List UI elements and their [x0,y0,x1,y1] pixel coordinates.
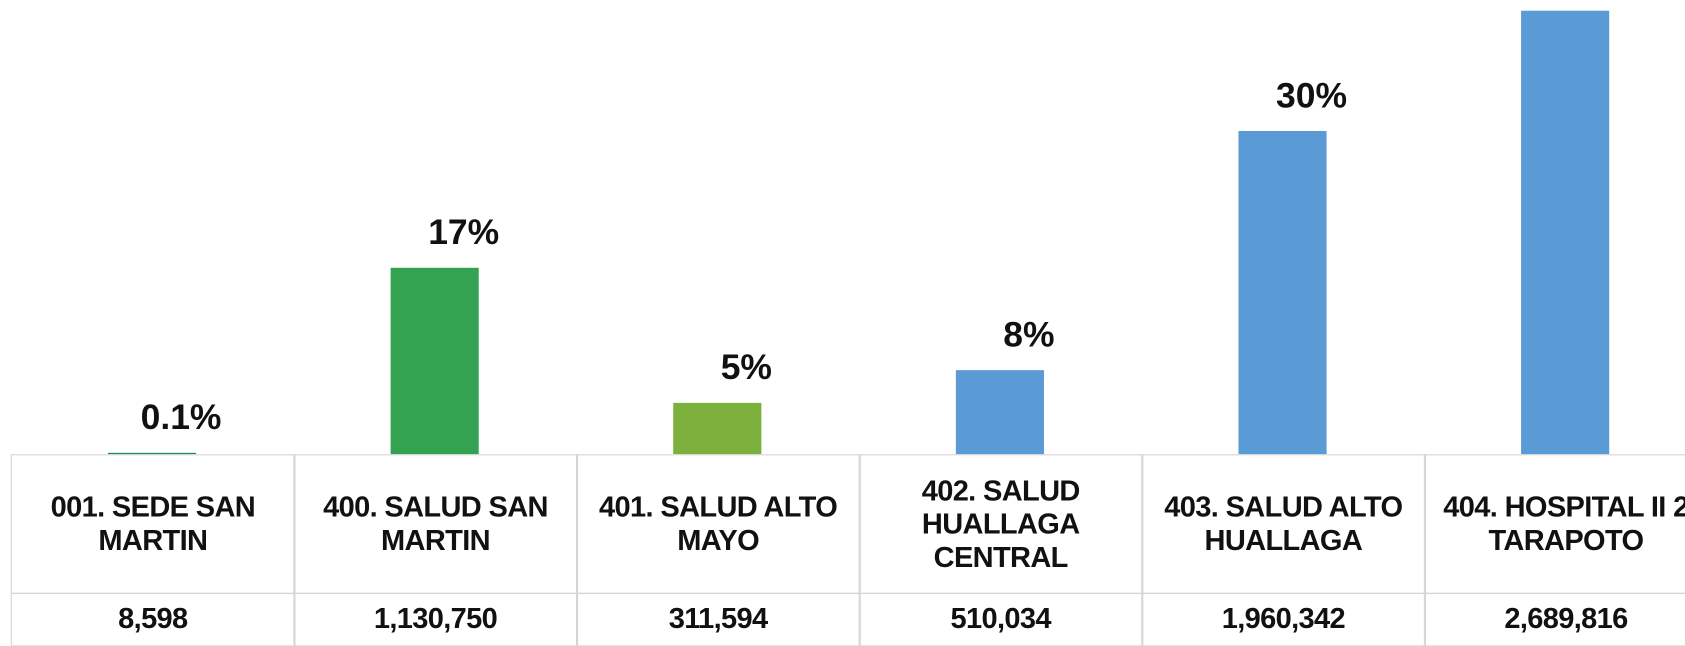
value-cell: 311,594 [575,592,861,646]
category-cell: 400. SALUD SAN MARTIN [293,454,578,594]
percent-label: 8% [1003,315,1054,355]
category-cell: 001. SEDE SAN MARTIN [10,454,295,594]
value-cell: 510,034 [858,592,1143,646]
percent-label: 17% [428,212,499,252]
category-cell: 404. HOSPITAL II 2 TARAPOTO [1423,454,1685,594]
value-cell: 1,130,750 [293,592,578,646]
value-cell: 2,689,816 [1423,592,1685,646]
bar [390,267,479,455]
bar [955,370,1044,455]
value-cell: 8,598 [10,592,295,646]
category-cell: 403. SALUD ALTO HUALLAGA [1141,454,1426,594]
percent-label: 5% [721,347,772,387]
category-cell: 402. SALUD HUALLAGA CENTRAL [858,454,1143,594]
bar [1238,130,1327,455]
percent-label: 30% [1276,75,1347,115]
value-cell: 1,960,342 [1141,592,1426,646]
plot-area: 0.1% 17% 5% 8% 30% [107,10,1610,455]
percent-label: 0.1% [141,397,222,437]
bar [107,452,197,455]
category-cell: 401. SALUD ALTO MAYO [575,454,861,594]
bar [673,402,762,455]
bar [1521,10,1610,455]
